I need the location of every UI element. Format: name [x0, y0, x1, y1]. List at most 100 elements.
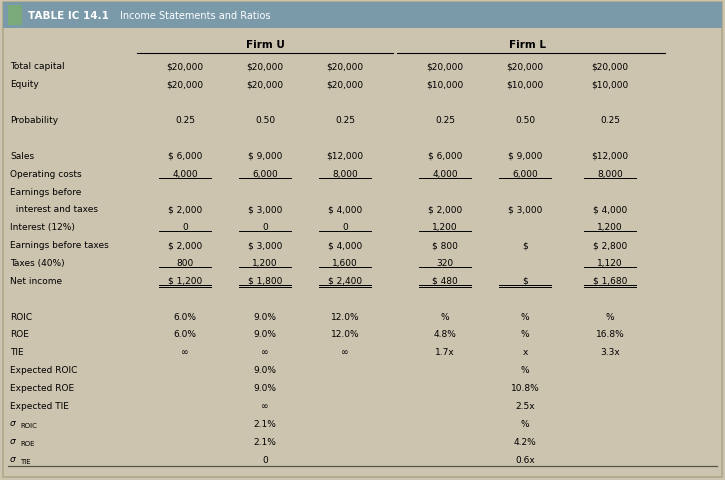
Text: $ 9,000: $ 9,000 [507, 152, 542, 160]
Text: $ 3,000: $ 3,000 [248, 205, 282, 214]
Text: 0.50: 0.50 [515, 116, 535, 125]
Text: $ 6,000: $ 6,000 [167, 152, 202, 160]
Text: 8,000: 8,000 [332, 169, 358, 178]
Text: %: % [521, 365, 529, 374]
Text: 1.7x: 1.7x [435, 348, 455, 357]
Text: $20,000: $20,000 [326, 80, 363, 89]
Text: Sales: Sales [10, 152, 34, 160]
Text: $ 1,200: $ 1,200 [168, 276, 202, 285]
Text: 4.8%: 4.8% [434, 330, 457, 339]
Text: 9.0%: 9.0% [254, 384, 276, 392]
Text: ∞: ∞ [261, 348, 269, 357]
Text: $12,000: $12,000 [592, 152, 629, 160]
Text: interest and taxes: interest and taxes [10, 205, 98, 214]
Text: 320: 320 [436, 258, 454, 267]
Text: 0.25: 0.25 [335, 116, 355, 125]
Text: $ 3,000: $ 3,000 [248, 240, 282, 250]
Text: 2.5x: 2.5x [515, 401, 535, 410]
Text: Expected ROE: Expected ROE [10, 384, 74, 392]
Text: Earnings before taxes: Earnings before taxes [10, 240, 109, 250]
FancyBboxPatch shape [3, 3, 722, 477]
Text: x: x [522, 348, 528, 357]
Text: 9.0%: 9.0% [254, 312, 276, 321]
Text: 4.2%: 4.2% [513, 437, 536, 446]
Text: $ 9,000: $ 9,000 [248, 152, 282, 160]
Text: $ 4,000: $ 4,000 [328, 240, 362, 250]
Text: $20,000: $20,000 [247, 80, 283, 89]
Text: TIE: TIE [20, 457, 30, 464]
Text: ROE: ROE [10, 330, 29, 339]
Text: ∞: ∞ [181, 348, 188, 357]
Text: Net income: Net income [10, 276, 62, 285]
Text: $10,000: $10,000 [592, 80, 629, 89]
Text: 2.1%: 2.1% [254, 419, 276, 428]
Text: 0: 0 [262, 223, 268, 232]
Text: $20,000: $20,000 [592, 62, 629, 72]
Text: Total capital: Total capital [10, 62, 65, 72]
Text: ROE: ROE [20, 440, 35, 446]
Text: Operating costs: Operating costs [10, 169, 82, 178]
Text: 0.25: 0.25 [435, 116, 455, 125]
FancyBboxPatch shape [8, 6, 22, 26]
Text: $: $ [522, 276, 528, 285]
Text: 6,000: 6,000 [512, 169, 538, 178]
Text: Income Statements and Ratios: Income Statements and Ratios [120, 11, 270, 21]
Text: 4,000: 4,000 [172, 169, 198, 178]
Text: $ 480: $ 480 [432, 276, 458, 285]
Text: 0.50: 0.50 [255, 116, 275, 125]
Text: 6.0%: 6.0% [173, 330, 196, 339]
Text: 6,000: 6,000 [252, 169, 278, 178]
Text: Taxes (40%): Taxes (40%) [10, 258, 65, 267]
Text: ∞: ∞ [341, 348, 349, 357]
Text: 0.25: 0.25 [600, 116, 620, 125]
Text: 1,200: 1,200 [252, 258, 278, 267]
Text: Firm L: Firm L [509, 40, 546, 50]
Text: Expected TIE: Expected TIE [10, 401, 69, 410]
Text: 9.0%: 9.0% [254, 330, 276, 339]
Text: $ 1,680: $ 1,680 [593, 276, 627, 285]
Text: $ 4,000: $ 4,000 [328, 205, 362, 214]
Text: 0: 0 [342, 223, 348, 232]
Text: $10,000: $10,000 [506, 80, 544, 89]
Text: $ 2,400: $ 2,400 [328, 276, 362, 285]
Text: $ 2,800: $ 2,800 [593, 240, 627, 250]
Text: 0.6x: 0.6x [515, 455, 535, 464]
Text: Expected ROIC: Expected ROIC [10, 365, 78, 374]
Text: ROIC: ROIC [10, 312, 32, 321]
Text: 12.0%: 12.0% [331, 330, 360, 339]
Text: TABLE IC 14.1: TABLE IC 14.1 [28, 11, 109, 21]
Text: 16.8%: 16.8% [596, 330, 624, 339]
Text: $: $ [522, 240, 528, 250]
Text: $20,000: $20,000 [507, 62, 544, 72]
Text: 1,200: 1,200 [432, 223, 457, 232]
Text: 1,600: 1,600 [332, 258, 358, 267]
Text: $20,000: $20,000 [167, 62, 204, 72]
Text: ∞: ∞ [261, 401, 269, 410]
Text: $20,000: $20,000 [326, 62, 363, 72]
Text: 8,000: 8,000 [597, 169, 623, 178]
Text: $20,000: $20,000 [247, 62, 283, 72]
Text: %: % [521, 312, 529, 321]
Text: 2.1%: 2.1% [254, 437, 276, 446]
Text: $ 6,000: $ 6,000 [428, 152, 462, 160]
Text: 4,000: 4,000 [432, 169, 457, 178]
Text: 9.0%: 9.0% [254, 365, 276, 374]
Text: ROIC: ROIC [20, 422, 37, 428]
Text: %: % [605, 312, 614, 321]
Text: $ 2,000: $ 2,000 [428, 205, 462, 214]
Text: 800: 800 [176, 258, 194, 267]
Text: $ 2,000: $ 2,000 [168, 240, 202, 250]
Text: $20,000: $20,000 [426, 62, 463, 72]
Text: σ: σ [10, 418, 16, 427]
Text: $ 800: $ 800 [432, 240, 458, 250]
Text: $20,000: $20,000 [167, 80, 204, 89]
Text: 0: 0 [182, 223, 188, 232]
Text: 3.3x: 3.3x [600, 348, 620, 357]
Text: σ: σ [10, 454, 16, 463]
Text: %: % [521, 419, 529, 428]
Text: $ 1,800: $ 1,800 [248, 276, 282, 285]
Text: Earnings before: Earnings before [10, 187, 81, 196]
Text: 6.0%: 6.0% [173, 312, 196, 321]
Text: $12,000: $12,000 [326, 152, 363, 160]
Text: $10,000: $10,000 [426, 80, 463, 89]
